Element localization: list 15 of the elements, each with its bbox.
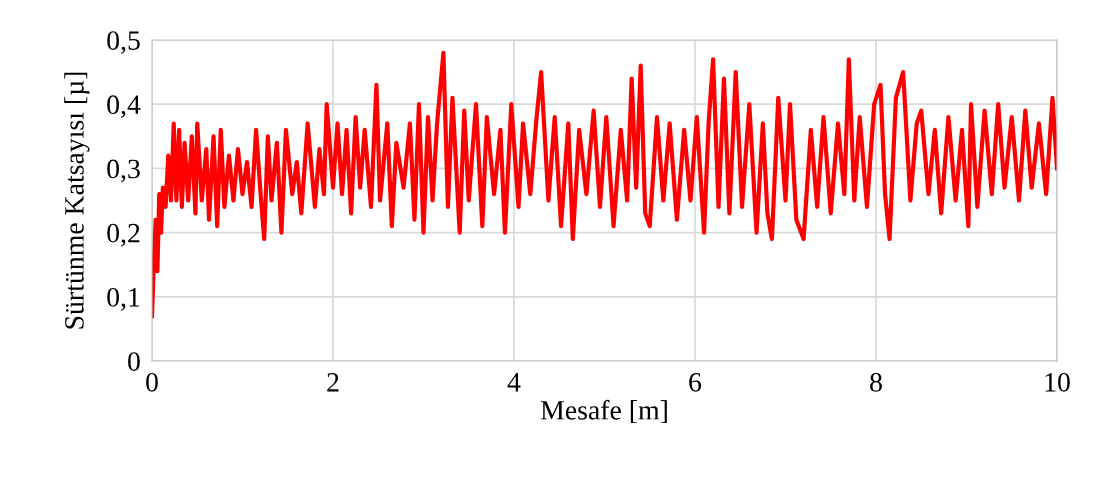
x-tick-label: 6 <box>689 372 702 392</box>
y-tick-label: 0,5 <box>107 31 140 54</box>
line-series <box>152 50 1057 319</box>
y-tick-label: 0,3 <box>107 159 140 183</box>
y-tick-label: 0,2 <box>107 223 140 247</box>
x-tick-label: 8 <box>870 372 882 392</box>
y-tick-label: 0,1 <box>107 287 140 311</box>
y-tick-label: 0 <box>128 352 140 371</box>
y-axis-title: Sürtünme Katsayısı [µ] <box>64 72 90 329</box>
x-tick-label: 2 <box>327 372 339 392</box>
x-axis-title: Mesafe [m] <box>540 399 667 424</box>
x-tick-label: 10 <box>1045 372 1070 392</box>
x-tick-label: 4 <box>507 373 521 392</box>
y-tick-label: 0,4 <box>107 95 141 119</box>
x-tick-label: 0 <box>146 372 158 392</box>
